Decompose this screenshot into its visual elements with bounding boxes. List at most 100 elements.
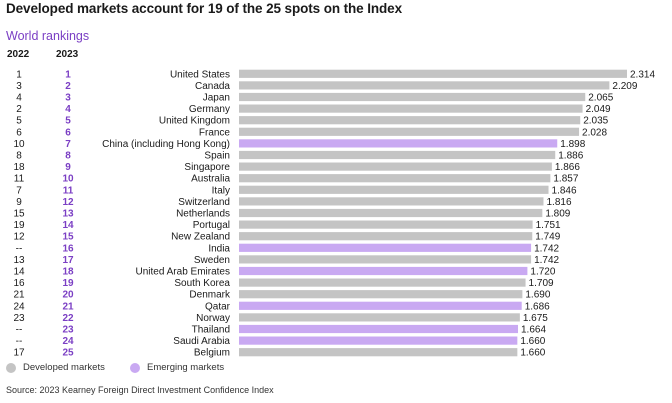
rank-2022: 2 [16, 104, 22, 115]
country-label: Qatar [205, 301, 231, 312]
country-label: Singapore [184, 162, 230, 173]
country-label: Spain [204, 151, 230, 162]
country-label: Japan [203, 93, 230, 104]
rank-2022: -- [16, 325, 23, 336]
rank-2023: 6 [65, 127, 71, 138]
legend-emerging: Emerging markets [130, 362, 224, 373]
bar [239, 92, 586, 102]
rank-2023: 1 [65, 69, 71, 80]
country-label: India [208, 243, 230, 254]
rank-2022: 9 [16, 197, 22, 208]
bar [239, 208, 543, 218]
bar [239, 255, 532, 264]
legend-emerging-swatch [130, 362, 140, 373]
rank-2022: 1 [16, 69, 22, 80]
data-label: 1.816 [546, 197, 571, 208]
rank-2022: -- [16, 243, 23, 254]
bar [239, 174, 551, 183]
country-label: China (including Hong Kong) [102, 139, 230, 150]
rank-2023: 11 [63, 185, 74, 196]
country-label: Sweden [194, 255, 230, 266]
data-label: 2.065 [588, 93, 613, 104]
rank-2023: 2 [65, 81, 71, 92]
rank-2022: 7 [16, 185, 22, 196]
bar [239, 127, 580, 136]
data-label: 1.686 [525, 301, 550, 312]
bar [239, 116, 581, 125]
bar [239, 185, 549, 194]
rank-2023: 19 [62, 278, 74, 289]
rank-2022: 13 [13, 255, 25, 266]
data-label: 1.690 [525, 290, 550, 301]
chart-title: Developed markets account for 19 of the … [6, 1, 403, 16]
data-label: 1.866 [555, 162, 580, 173]
data-label: 1.751 [536, 220, 561, 231]
country-label: Germany [189, 104, 230, 115]
data-label: 1.809 [545, 209, 570, 220]
bar [239, 232, 533, 241]
bar [239, 313, 520, 322]
rank-2023: 5 [65, 116, 71, 127]
data-label: 1.846 [552, 185, 577, 196]
rank-2023: 21 [62, 301, 74, 312]
bar [239, 243, 532, 252]
rank-2022: 21 [13, 290, 25, 301]
bar [239, 348, 518, 357]
rank-2023: 3 [65, 93, 71, 104]
rank-2022: 19 [13, 220, 25, 231]
data-label: 2.314 [630, 69, 655, 80]
country-label: Norway [196, 313, 230, 324]
rank-2023: 12 [62, 197, 74, 208]
country-label: Belgium [194, 348, 230, 359]
rank-2023: 13 [62, 209, 74, 220]
bar [239, 69, 627, 78]
data-label: 1.664 [521, 325, 546, 336]
country-label: Denmark [189, 290, 231, 301]
rank-2023: 17 [62, 255, 74, 266]
bar [239, 278, 526, 287]
rank-2022: 5 [16, 116, 22, 127]
bar [239, 324, 519, 334]
rank-2022: 3 [16, 81, 22, 92]
rank-2023: 16 [62, 243, 74, 254]
rank-2023-header: 2023 [56, 49, 79, 60]
country-label: Canada [195, 81, 230, 92]
data-label: 1.709 [529, 278, 554, 289]
rank-2022: 15 [13, 209, 25, 220]
source-note: Source: 2023 Kearney Foreign Direct Inve… [6, 385, 274, 395]
legend-emerging-label: Emerging markets [147, 362, 225, 373]
legend-developed-swatch [6, 362, 16, 373]
rank-2022: 24 [13, 301, 25, 312]
rank-2022: 10 [13, 139, 25, 150]
legend-developed-label: Developed markets [23, 362, 105, 373]
rank-2022: 8 [16, 151, 22, 162]
chart-subtitle: World rankings [6, 29, 90, 43]
rank-2022: 16 [13, 278, 25, 289]
rank-2023: 22 [62, 313, 74, 324]
rank-2022: 4 [16, 93, 22, 104]
data-label: 1.742 [534, 243, 559, 254]
bar [239, 81, 610, 90]
country-label: Saudi Arabia [173, 336, 230, 347]
rank-2023: 7 [65, 139, 71, 150]
data-label: 1.749 [535, 232, 560, 243]
country-label: Portugal [193, 220, 230, 231]
data-label: 1.898 [560, 139, 585, 150]
bar [239, 162, 552, 171]
country-label: Thailand [192, 325, 230, 336]
country-label: Switzerland [178, 197, 230, 208]
rank-2022: -- [16, 336, 23, 347]
rank-2022: 18 [13, 162, 25, 173]
rank-2022: 14 [13, 267, 25, 278]
data-label: 1.742 [534, 255, 559, 266]
data-label: 1.720 [530, 267, 555, 278]
country-label: United States [170, 69, 230, 80]
data-label: 1.660 [520, 336, 545, 347]
country-label: Italy [212, 185, 230, 196]
rank-2023: 18 [62, 267, 74, 278]
bar [239, 104, 583, 113]
country-label: United Arab Emirates [136, 267, 231, 278]
data-label: 2.209 [612, 81, 637, 92]
country-label: Australia [191, 174, 230, 185]
bar [239, 301, 522, 310]
